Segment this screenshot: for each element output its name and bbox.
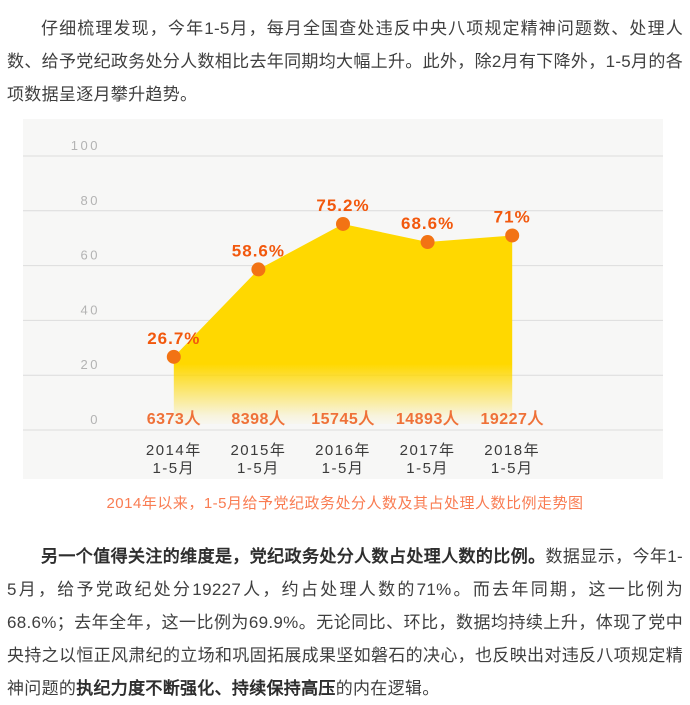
percent-label: 68.6% [401,214,454,233]
percent-label: 26.7% [147,329,200,348]
trend-chart: 100 80 60 40 20 0 26.7% 58.6% 75.2% 68.6% 71% 6373人… [0,119,690,513]
percent-label: 71% [494,207,531,226]
chart-svg: 100 80 60 40 20 0 26.7% 58.6% 75.2% 68.6% 71% 6373人… [23,138,663,477]
x-axis-category-label: 2018年 [484,442,540,459]
count-label: 15745人 [311,410,375,428]
y-axis-tick-label: 80 [81,193,100,208]
analysis-mid-bold: 执纪力度不断强化、持续保持高压 [76,679,336,698]
data-point-dot [336,216,350,231]
x-axis-category-sublabel: 1-5月 [237,460,280,477]
analysis-lead-bold: 另一个值得关注的维度是，党纪政务处分人数占处理人数的比例。 [41,547,546,566]
y-axis-tick-label: 100 [71,138,100,153]
data-point-dot [420,235,435,250]
y-axis-tick-label: 40 [81,302,100,317]
data-point-dot [251,262,266,277]
chart-plot-area: 100 80 60 40 20 0 26.7% 58.6% 75.2% 68.6% 71% 6373人… [23,119,663,479]
y-axis-tick-label: 60 [81,248,100,263]
x-axis-category-sublabel: 1-5月 [152,460,195,477]
count-label: 14893人 [396,410,460,428]
x-axis-category-sublabel: 1-5月 [406,460,449,477]
analysis-text-b: 的内在逻辑。 [335,679,440,698]
x-axis-category-sublabel: 1-5月 [491,460,534,477]
y-axis-tick-label: 20 [81,357,100,372]
x-axis-category-label: 2016年 [315,442,371,459]
x-axis-category-label: 2015年 [230,442,286,459]
x-axis-category-sublabel: 1-5月 [322,460,365,477]
analysis-paragraph: 另一个值得关注的维度是，党纪政务处分人数占处理人数的比例。数据显示，今年1-5月… [0,540,690,705]
count-label: 8398人 [231,410,286,428]
data-point-dot [166,349,181,364]
percent-label: 58.6% [232,241,285,260]
count-label: 6373人 [147,410,202,428]
analysis-text-a: 数据显示，今年1-5月，给予党政纪处分19227人，约占处理人数的71%。而去年… [7,547,683,698]
area-fill [173,223,513,424]
data-point-dot [505,228,520,243]
percent-label: 75.2% [316,196,369,215]
x-axis-category-label: 2014年 [146,442,202,459]
x-axis-category-label: 2017年 [400,442,456,459]
count-label: 19227人 [480,410,544,428]
y-axis-tick-label: 0 [90,412,100,427]
intro-paragraph: 仔细梳理发现，今年1-5月，每月全国查处违反中央八项规定精神问题数、处理人数、给… [7,19,683,104]
chart-caption: 2014年以来，1-5月给予党纪政务处分人数及其占处理人数比例走势图 [106,495,584,512]
